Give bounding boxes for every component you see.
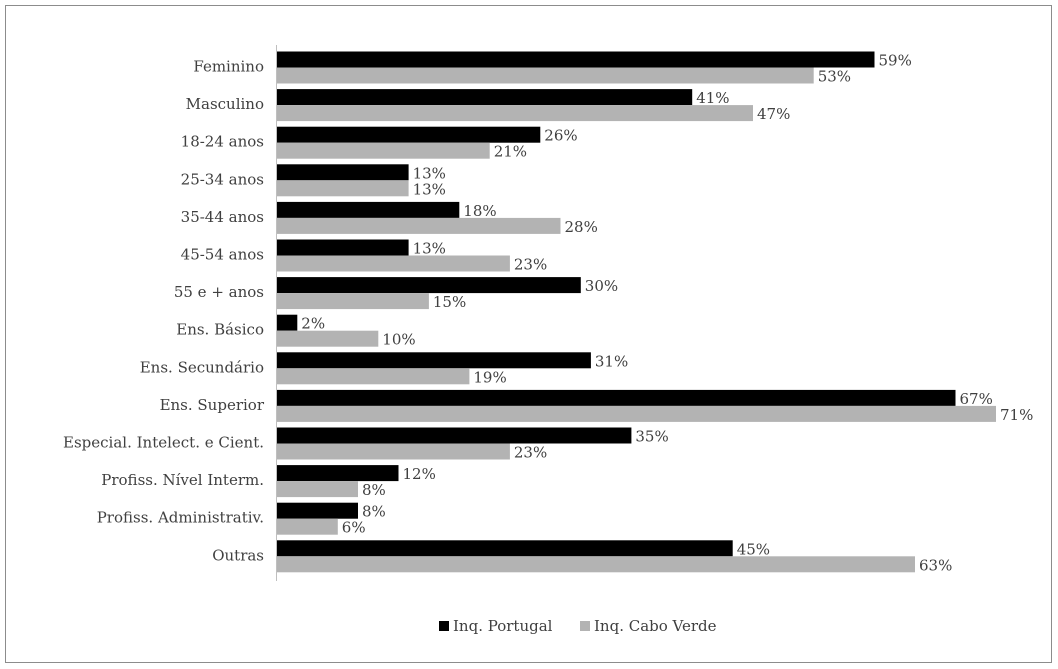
value-label-portugal-ens-superior: 67% [960,390,993,408]
value-label-portugal-especial-intelect-e-cient: 35% [635,428,668,446]
legend-label-portugal: Inq. Portugal [453,617,553,635]
bar-portugal-55-e-anos [277,277,581,294]
bars-layer [277,51,996,573]
value-label-cabo-verde-especial-intelect-e-cient: 23% [514,444,547,462]
legend-swatch-portugal [439,621,449,631]
category-label-ens-secundario: Ens. Secundário [140,358,264,376]
value-label-cabo-verde-25-34-anos: 13% [413,180,446,198]
bar-cabo-verde-ens-basico [277,330,379,347]
value-label-cabo-verde-ens-superior: 71% [1000,406,1033,424]
value-label-portugal-35-44-anos: 18% [463,202,496,220]
value-label-cabo-verde-ens-basico: 10% [382,331,415,349]
bar-cabo-verde-profiss-administrativ [277,518,338,535]
bar-portugal-ens-superior [277,389,956,406]
bar-portugal-outras [277,540,733,557]
category-label-profiss-administrativ: Profiss. Administrativ. [97,509,264,527]
value-label-portugal-profiss-administrativ: 8% [362,503,386,521]
category-label-profiss-nivel-interm: Profiss. Nível Interm. [101,471,264,489]
value-label-portugal-18-24-anos: 26% [544,127,577,145]
bar-portugal-25-34-anos [277,164,409,181]
category-label-ens-superior: Ens. Superior [160,396,265,414]
value-label-cabo-verde-profiss-administrativ: 6% [342,519,366,537]
value-label-portugal-55-e-anos: 30% [585,277,618,295]
category-label-18-24-anos: 18-24 anos [181,133,264,151]
bar-cabo-verde-35-44-anos [277,217,561,234]
bar-portugal-ens-secundario [277,352,591,369]
value-label-portugal-ens-basico: 2% [301,315,325,333]
category-label-ens-basico: Ens. Básico [176,321,264,339]
bar-portugal-feminino [277,51,875,68]
value-label-cabo-verde-feminino: 53% [818,68,851,86]
value-label-portugal-feminino: 59% [879,52,912,70]
bar-portugal-ens-basico [277,314,298,331]
bar-portugal-masculino [277,89,693,106]
bar-cabo-verde-ens-secundario [277,368,470,385]
value-label-cabo-verde-55-e-anos: 15% [433,293,466,311]
category-label-feminino: Feminino [193,58,264,76]
value-label-portugal-outras: 45% [737,540,770,558]
value-label-cabo-verde-ens-secundario: 19% [473,368,506,386]
bar-cabo-verde-masculino [277,105,753,122]
bar-cabo-verde-18-24-anos [277,142,490,159]
bar-portugal-especial-intelect-e-cient [277,427,632,444]
value-label-cabo-verde-35-44-anos: 28% [565,218,598,236]
bar-cabo-verde-profiss-nivel-interm [277,481,358,498]
value-label-portugal-ens-secundario: 31% [595,352,628,370]
category-label-outras: Outras [212,546,264,564]
value-label-cabo-verde-18-24-anos: 21% [494,143,527,161]
value-label-cabo-verde-profiss-nivel-interm: 8% [362,481,386,499]
bar-cabo-verde-ens-superior [277,405,996,422]
legend: Inq. Portugal Inq. Cabo Verde [439,617,717,635]
value-label-portugal-masculino: 41% [696,89,729,107]
value-label-cabo-verde-masculino: 47% [757,105,790,123]
bar-cabo-verde-outras [277,556,915,573]
category-label-masculino: Masculino [186,95,264,113]
value-label-cabo-verde-outras: 63% [919,556,952,574]
bar-portugal-35-44-anos [277,201,460,218]
category-label-25-34-anos: 25-34 anos [181,170,264,188]
bar-cabo-verde-feminino [277,67,814,84]
bar-portugal-profiss-nivel-interm [277,465,399,482]
bar-cabo-verde-especial-intelect-e-cient [277,443,510,460]
category-label-55-e-anos: 55 e + anos [174,283,264,301]
legend-swatch-cabo-verde [580,621,590,631]
value-label-portugal-25-34-anos: 13% [413,164,446,182]
value-label-portugal-profiss-nivel-interm: 12% [403,465,436,483]
bar-cabo-verde-55-e-anos [277,293,429,310]
bar-portugal-18-24-anos [277,126,541,143]
labels-layer: Feminino 59% 53% Masculino 41% 47% 18-24 anos 2… [63,52,1033,575]
bar-portugal-profiss-administrativ [277,502,358,519]
category-label-35-44-anos: 35-44 anos [181,208,264,226]
value-label-portugal-45-54-anos: 13% [413,240,446,258]
bar-cabo-verde-25-34-anos [277,180,409,197]
category-label-especial-intelect-e-cient: Especial. Intelect. e Cient. [63,434,264,452]
bar-portugal-45-54-anos [277,239,409,256]
legend-label-cabo-verde: Inq. Cabo Verde [594,617,717,635]
value-label-cabo-verde-45-54-anos: 23% [514,256,547,274]
category-label-45-54-anos: 45-54 anos [181,246,264,264]
bar-cabo-verde-45-54-anos [277,255,510,272]
